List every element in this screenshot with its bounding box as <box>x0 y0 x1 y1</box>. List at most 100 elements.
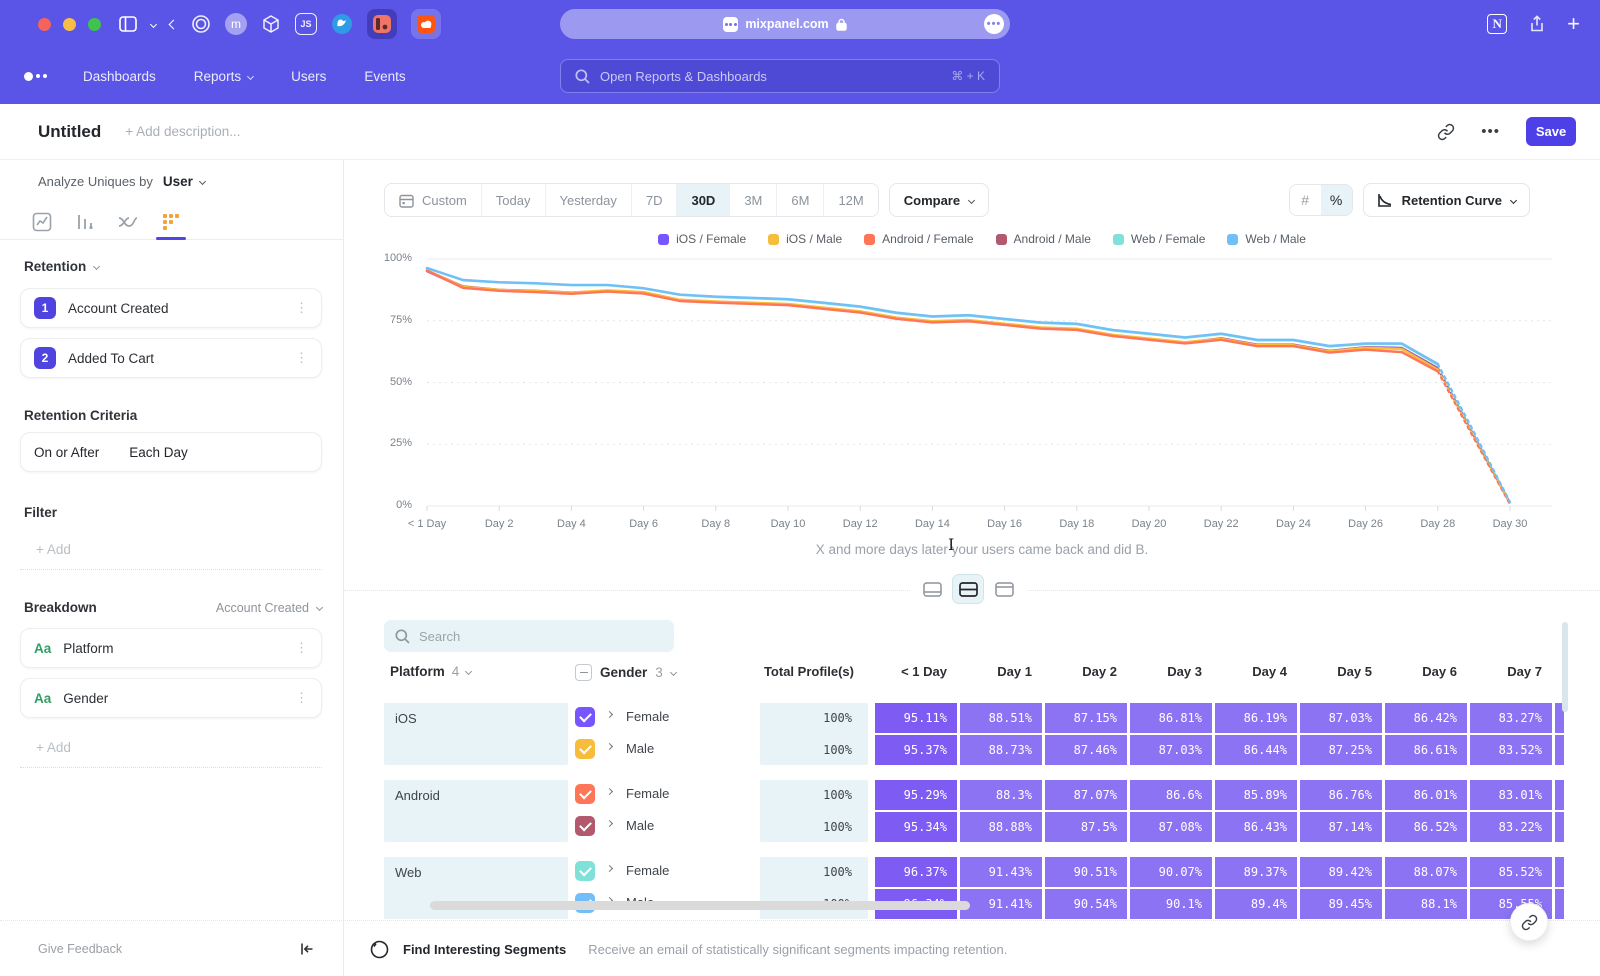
kebab-menu-icon[interactable]: ⋮ <box>295 300 308 316</box>
expand-row-icon[interactable] <box>606 820 613 827</box>
chevron-down-icon[interactable] <box>316 604 323 611</box>
retention-value-cell[interactable]: 86.44% <box>1215 735 1297 765</box>
compare-button[interactable]: Compare <box>889 183 989 217</box>
retention-value-cell[interactable]: 88.07% <box>1385 857 1467 887</box>
kebab-menu-icon[interactable]: ⋮ <box>295 350 308 366</box>
retention-value-cell[interactable]: 86.61% <box>1385 735 1467 765</box>
retention-value-cell[interactable]: 95.37% <box>875 735 957 765</box>
retention-value-cell[interactable]: 90.07% <box>1130 857 1212 887</box>
platform-cell[interactable]: Android <box>384 780 568 842</box>
range-button-7d[interactable]: 7D <box>632 184 678 216</box>
retention-value-cell[interactable]: 87.46% <box>1045 735 1127 765</box>
retention-value-cell[interactable]: 86.6% <box>1130 780 1212 810</box>
retention-value-cell[interactable]: 85.52% <box>1470 857 1552 887</box>
range-button-30d[interactable]: 30D <box>677 184 730 216</box>
retention-value-cell[interactable]: 86.43% <box>1215 812 1297 842</box>
series-checkbox[interactable] <box>575 739 595 759</box>
retention-value-cell[interactable]: 83.52% <box>1470 735 1552 765</box>
share-icon[interactable] <box>1529 15 1545 33</box>
retention-step-card-1[interactable]: 1 Account Created ⋮ <box>20 288 322 328</box>
add-description-placeholder[interactable]: + Add description... <box>125 124 240 139</box>
range-button-3m[interactable]: 3M <box>730 184 777 216</box>
kebab-menu-icon[interactable]: ⋮ <box>295 640 308 656</box>
tab-retention[interactable] <box>149 204 192 239</box>
js-icon[interactable]: JS <box>295 13 317 35</box>
retention-value-cell[interactable]: 91.43% <box>960 857 1042 887</box>
series-checkbox[interactable] <box>575 816 595 836</box>
retention-value-cell[interactable]: 88.3% <box>960 780 1042 810</box>
criteria-interval[interactable]: Each Day <box>129 445 188 460</box>
retention-value-cell[interactable]: 91.41% <box>960 889 1042 919</box>
extensions-menu-icon[interactable]: ••• <box>984 14 1004 34</box>
chart-only-view-button[interactable] <box>916 574 948 604</box>
platform-column-header[interactable]: Platform 4 <box>390 664 471 679</box>
retention-value-cell[interactable]: 88.73% <box>960 735 1042 765</box>
vertical-scrollbar[interactable] <box>1562 622 1568 712</box>
tab-funnels[interactable] <box>63 204 106 239</box>
retention-value-cell[interactable]: 86.76% <box>1300 780 1382 810</box>
chart-type-dropdown[interactable]: Retention Curve <box>1363 183 1530 217</box>
series-checkbox[interactable] <box>575 784 595 804</box>
retention-value-cell[interactable]: 96.37% <box>875 857 957 887</box>
legend-item[interactable]: iOS / Female <box>658 232 746 246</box>
table-search-input[interactable] <box>419 629 639 644</box>
legend-item[interactable]: iOS / Male <box>768 232 842 246</box>
kebab-menu-icon[interactable]: ⋮ <box>295 690 308 706</box>
retention-value-cell[interactable]: 88.88% <box>960 812 1042 842</box>
avatar-m-icon[interactable]: m <box>225 13 247 35</box>
retention-value-cell[interactable]: 83.01% <box>1470 780 1552 810</box>
horizontal-scrollbar[interactable] <box>430 901 970 910</box>
soundcloud-app-icon[interactable] <box>411 9 441 39</box>
copy-link-icon[interactable] <box>1437 123 1455 141</box>
close-window-button[interactable] <box>38 18 51 31</box>
retention-value-cell[interactable]: 87.5% <box>1045 812 1127 842</box>
collapse-sidebar-icon[interactable] <box>299 941 315 957</box>
add-filter-button[interactable]: + Add <box>20 530 322 570</box>
retention-value-cell[interactable]: 90.1% <box>1130 889 1212 919</box>
retention-value-cell[interactable]: 88.1% <box>1385 889 1467 919</box>
retention-section-label[interactable]: Retention <box>24 259 99 274</box>
expand-row-icon[interactable] <box>606 788 613 795</box>
window-controls[interactable] <box>38 18 101 31</box>
platform-cell[interactable]: iOS <box>384 703 568 765</box>
retention-value-cell[interactable]: 85.89% <box>1215 780 1297 810</box>
range-button-today[interactable]: Today <box>482 184 546 216</box>
retention-value-cell[interactable]: 90.51% <box>1045 857 1127 887</box>
range-button-yesterday[interactable]: Yesterday <box>546 184 632 216</box>
nav-item-dashboards[interactable]: Dashboards <box>83 69 156 84</box>
notion-extension-icon[interactable]: N <box>1487 14 1507 34</box>
table-only-view-button[interactable] <box>988 574 1020 604</box>
more-actions-icon[interactable]: ••• <box>1481 123 1500 140</box>
sidebar-toggle-icon[interactable] <box>119 16 137 32</box>
breakdown-card-gender[interactable]: Aa Gender ⋮ <box>20 678 322 718</box>
split-view-button[interactable] <box>952 574 984 604</box>
retention-value-cell[interactable]: 95.29% <box>875 780 957 810</box>
breakdown-card-platform[interactable]: Aa Platform ⋮ <box>20 628 322 668</box>
indeterminate-checkbox[interactable] <box>575 664 592 681</box>
legend-item[interactable]: Android / Female <box>864 232 973 246</box>
chevron-down-icon[interactable] <box>151 22 156 27</box>
retention-value-cell[interactable]: 87.14% <box>1300 812 1382 842</box>
find-segments-title[interactable]: Find Interesting Segments <box>403 942 566 957</box>
retention-value-cell[interactable]: 87.08% <box>1130 812 1212 842</box>
breakdown-scope-dropdown[interactable]: Account Created <box>216 601 309 615</box>
legend-item[interactable]: Web / Male <box>1227 232 1305 246</box>
global-search[interactable]: Open Reports & Dashboards ⌘ + K <box>560 59 1000 93</box>
range-button-12m[interactable]: 12M <box>824 184 877 216</box>
new-tab-icon[interactable]: + <box>1567 13 1580 35</box>
retention-value-cell[interactable]: 87.03% <box>1300 703 1382 733</box>
share-link-floating-button[interactable] <box>1510 903 1548 941</box>
retention-value-cell[interactable]: 95.11% <box>875 703 957 733</box>
report-title[interactable]: Untitled <box>38 122 101 142</box>
mixpanel-logo[interactable] <box>24 72 47 81</box>
legend-item[interactable]: Web / Female <box>1113 232 1205 246</box>
retention-value-cell[interactable]: 90.54% <box>1045 889 1127 919</box>
series-checkbox[interactable] <box>575 861 595 881</box>
range-button-6m[interactable]: 6M <box>777 184 824 216</box>
criteria-condition[interactable]: On or After <box>34 445 99 460</box>
gender-column-header[interactable]: Gender 3 <box>575 664 676 681</box>
nav-item-reports[interactable]: Reports <box>194 69 253 84</box>
retention-value-cell[interactable]: 87.03% <box>1130 735 1212 765</box>
retention-value-cell[interactable]: 86.81% <box>1130 703 1212 733</box>
give-feedback-link[interactable]: Give Feedback <box>38 942 122 956</box>
